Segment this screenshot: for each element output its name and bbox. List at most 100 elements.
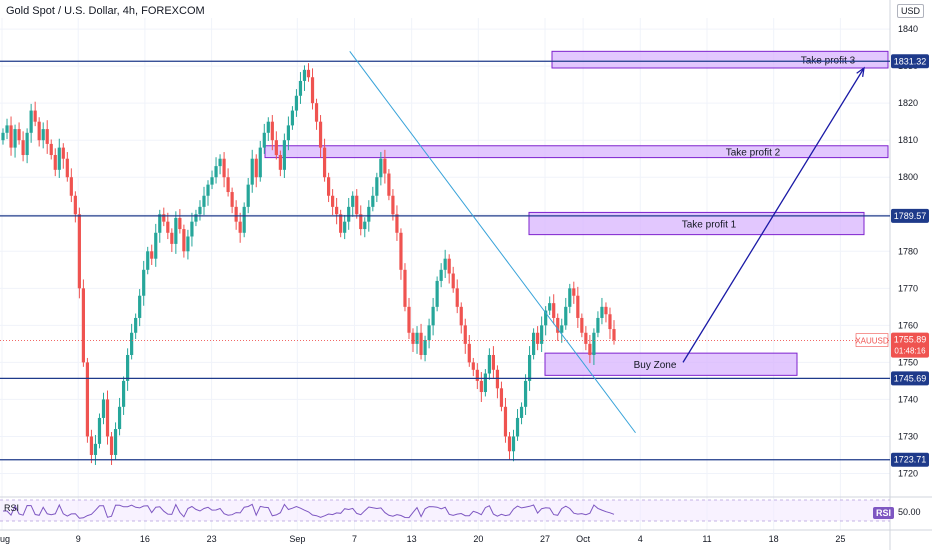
candle-body: [226, 177, 230, 193]
zone-box: [544, 352, 798, 376]
rsi-badge: RSI: [873, 507, 895, 519]
level-tag-label: 1789.57: [894, 211, 927, 221]
candle-body: [487, 354, 491, 374]
x-tick-label: 4: [638, 534, 643, 544]
current-price-label: 1755.89: [894, 335, 927, 345]
candle-body: [113, 429, 118, 455]
rsi-band: [0, 500, 890, 521]
candle-body: [439, 269, 443, 281]
symbol-tag-label: XAUUSD: [855, 337, 889, 346]
candle-body: [435, 280, 439, 307]
candle-body: [202, 195, 206, 207]
candle-body: [451, 273, 455, 289]
y-tick-label: 1770: [898, 283, 918, 293]
candle-body: [568, 288, 572, 307]
candle-body: [198, 206, 202, 215]
level-tag: [891, 54, 929, 69]
x-tick-label: 18: [769, 534, 779, 544]
chart-title: Gold Spot / U.S. Dollar, 4h, FOREXCOM: [6, 5, 205, 17]
candle-body: [238, 221, 242, 233]
candle-body: [310, 77, 315, 104]
x-tick-label: 11: [702, 534, 711, 544]
candle-body: [246, 184, 250, 207]
candle-body: [355, 195, 359, 215]
x-tick-label: 13: [407, 534, 417, 544]
candle-body: [314, 103, 319, 122]
x-tick-label: 9: [76, 534, 81, 544]
candle-body: [81, 288, 85, 363]
rsi-line: [3, 503, 615, 519]
candle-body: [154, 232, 158, 259]
candle-body: [540, 325, 544, 344]
y-tick-label: 1820: [898, 98, 918, 108]
candle-body: [383, 158, 387, 174]
candle-body: [65, 158, 69, 178]
candle-body: [363, 221, 367, 230]
level-tag-label: 1723.71: [894, 455, 927, 465]
candle-body: [318, 121, 323, 148]
zone-box: [528, 211, 865, 236]
candle-body: [600, 306, 604, 318]
candle-body: [423, 340, 427, 355]
candle-body: [447, 258, 451, 274]
candle-body: [186, 236, 190, 252]
candle-body: [298, 80, 303, 96]
candle-body: [463, 325, 467, 344]
candle-body: [576, 295, 580, 318]
candle-body: [182, 229, 186, 252]
zone-box: [264, 145, 889, 159]
candle-body: [101, 399, 106, 418]
candle-body: [73, 195, 77, 215]
candle-body: [471, 362, 475, 370]
candle-body: [29, 110, 33, 133]
level-tag: [891, 208, 929, 223]
candle-body: [511, 436, 516, 452]
level-tag: [891, 452, 929, 467]
y-tick-label: 1730: [898, 431, 918, 441]
x-tick-label: 27: [540, 534, 550, 544]
candle-body: [403, 269, 407, 307]
rsi-label: RSI: [4, 503, 20, 513]
candle-body: [9, 125, 13, 148]
x-tick-label: 25: [835, 534, 845, 544]
currency-button[interactable]: USD: [896, 4, 924, 18]
candle-body: [134, 317, 138, 333]
candle-body: [109, 436, 114, 455]
candle-body: [499, 388, 504, 407]
candle-body: [455, 288, 459, 307]
candle-body: [117, 406, 122, 430]
trendline: [349, 51, 636, 434]
candle-body: [395, 214, 399, 233]
candle-body: [527, 354, 532, 381]
candle-body: [387, 173, 391, 196]
candle-body: [162, 214, 166, 222]
candle-body: [45, 129, 49, 144]
candle-body: [503, 406, 508, 437]
candle-body: [282, 140, 286, 170]
candle-body: [523, 380, 528, 407]
candle-body: [41, 129, 45, 141]
candle-body: [13, 129, 17, 148]
candle-body: [347, 206, 351, 222]
candle-body: [580, 317, 584, 333]
candle-body: [17, 129, 21, 141]
candle-body: [596, 317, 600, 333]
candle-body: [258, 147, 262, 178]
candle-body: [174, 217, 178, 244]
level-tag-label: 1745.69: [894, 373, 927, 383]
candle-body: [294, 95, 299, 111]
candle-body: [544, 310, 548, 326]
x-tick-label: 16: [140, 534, 150, 544]
candle-body: [21, 140, 25, 156]
candle-body: [97, 417, 102, 444]
candle-body: [399, 232, 403, 270]
candle-body: [604, 306, 608, 315]
candle-body: [222, 158, 226, 178]
level-tag: [891, 371, 929, 386]
candle-body: [158, 214, 162, 233]
candle-body: [419, 332, 423, 355]
candle-body: [564, 306, 568, 326]
candle-body: [69, 177, 73, 196]
candle-body: [234, 206, 238, 222]
